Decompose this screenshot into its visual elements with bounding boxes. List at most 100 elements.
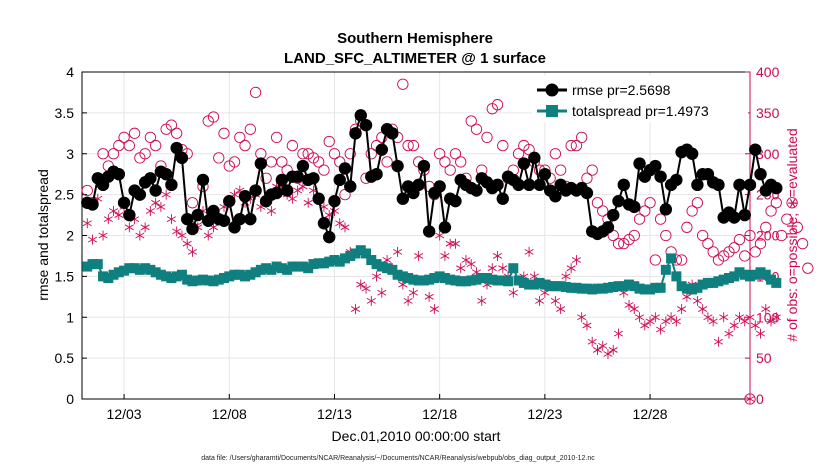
y-left-tick-label: 2.5 xyxy=(55,187,75,203)
totalspread-point xyxy=(750,269,761,280)
totalspread-point xyxy=(566,282,577,293)
totalspread-point xyxy=(681,283,692,294)
totalspread-point xyxy=(255,264,266,275)
totalspread-point xyxy=(529,279,540,290)
y-right-tick-label: 100 xyxy=(756,309,780,325)
y-right-tick-label: 0 xyxy=(756,391,764,407)
evaluated-obs-point xyxy=(361,283,371,294)
evaluated-obs-point xyxy=(466,259,476,270)
evaluated-obs-point xyxy=(103,214,113,225)
possible-obs-point xyxy=(439,156,451,168)
rmse-point xyxy=(317,217,331,230)
totalspread-point xyxy=(229,269,240,280)
evaluated-obs-point xyxy=(461,255,471,266)
evaluated-obs-point xyxy=(587,336,597,347)
totalspread-point xyxy=(297,261,308,272)
y-left-tick-label: 1.5 xyxy=(55,268,75,284)
possible-obs-point xyxy=(207,111,220,123)
evaluated-obs-point xyxy=(656,324,666,335)
totalspread-point xyxy=(98,271,109,282)
possible-obs-point xyxy=(497,139,509,152)
evaluated-obs-point xyxy=(366,295,376,306)
totalspread-point xyxy=(597,283,608,294)
totalspread-point xyxy=(445,274,456,285)
evaluated-obs-point xyxy=(293,185,303,196)
y-axis-label-right: # of obs: o=possible; ∗=evaluated xyxy=(784,128,800,341)
possible-obs-point xyxy=(123,139,135,152)
evaluated-obs-point xyxy=(124,222,134,233)
rmse-point xyxy=(180,212,194,226)
possible-obs-point xyxy=(675,254,688,266)
evaluated-obs-point xyxy=(114,210,124,221)
y-right-tick-label: 200 xyxy=(756,228,780,244)
series-layer xyxy=(81,78,814,405)
rmse-point xyxy=(649,159,662,173)
totalspread-point xyxy=(450,275,461,286)
rmse-point xyxy=(354,109,367,122)
rmse-point xyxy=(359,118,373,132)
evaluated-obs-point xyxy=(408,287,418,298)
possible-obs-point xyxy=(186,197,199,209)
possible-obs-point xyxy=(491,99,504,111)
totalspread-point xyxy=(355,245,366,256)
possible-obs-point xyxy=(554,164,567,176)
rmse-point xyxy=(607,208,620,222)
totalspread-point xyxy=(513,275,524,286)
totalspread-point xyxy=(460,276,471,287)
possible-obs-point xyxy=(239,139,251,152)
legend-rmse-label: rmse pr=2.5698 xyxy=(572,82,671,98)
totalspread-point xyxy=(755,267,766,278)
y-left-tick-label: 1 xyxy=(66,309,74,325)
possible-obs-point xyxy=(165,119,178,131)
legend-spread-label: totalspread pr=1.4973 xyxy=(572,103,709,119)
possible-obs-point xyxy=(802,262,814,274)
rmse-point xyxy=(422,225,436,238)
evaluated-obs-point xyxy=(561,271,571,282)
totalspread-point xyxy=(455,276,466,287)
totalspread-point xyxy=(203,275,214,286)
possible-obs-point xyxy=(581,172,593,184)
evaluated-obs-point xyxy=(556,304,566,315)
possible-obs-point xyxy=(397,78,409,90)
rmse-point xyxy=(244,212,257,226)
legend: rmse pr=2.5698 totalspread pr=1.4973 xyxy=(532,76,748,122)
evaluated-obs-point xyxy=(187,246,198,257)
rmse-point xyxy=(712,178,725,192)
totalspread-point xyxy=(261,263,272,274)
totalspread-point xyxy=(466,275,477,286)
possible-obs-point xyxy=(733,233,746,246)
evaluated-obs-point xyxy=(719,312,729,323)
totalspread-point xyxy=(166,273,177,284)
possible-obs-point xyxy=(449,148,462,160)
totalspread-point xyxy=(276,263,287,274)
y-left-tick-label: 0.5 xyxy=(55,350,75,366)
evaluated-obs-point xyxy=(145,205,155,216)
rmse-point xyxy=(549,190,562,203)
possible-obs-point xyxy=(744,229,756,242)
totalspread-point xyxy=(324,256,335,267)
evaluated-obs-point xyxy=(492,250,503,261)
rmse-point xyxy=(370,167,383,181)
evaluated-obs-point xyxy=(303,197,313,208)
legend-spread-marker xyxy=(546,105,558,117)
evaluated-obs-point xyxy=(203,230,213,241)
totalspread-point xyxy=(676,281,687,292)
evaluated-obs-point xyxy=(172,226,182,237)
totalspread-point xyxy=(282,264,293,275)
y-right-tick-label: 50 xyxy=(756,350,772,366)
possible-obs-point xyxy=(286,139,299,152)
evaluated-obs-point xyxy=(703,312,713,323)
possible-obs-point xyxy=(749,246,761,258)
possible-obs-point xyxy=(512,148,525,160)
rmse-point xyxy=(270,186,283,200)
rmse-point xyxy=(375,143,389,156)
evaluated-obs-point xyxy=(135,230,145,241)
totalspread-point xyxy=(129,263,140,274)
totalspread-point xyxy=(240,271,251,282)
rmse-point xyxy=(449,194,462,208)
evaluated-obs-point xyxy=(524,246,534,257)
evaluated-obs-point xyxy=(634,312,645,323)
possible-obs-point xyxy=(444,164,456,176)
evaluated-obs-point xyxy=(745,394,755,404)
totalspread-point xyxy=(429,273,440,284)
